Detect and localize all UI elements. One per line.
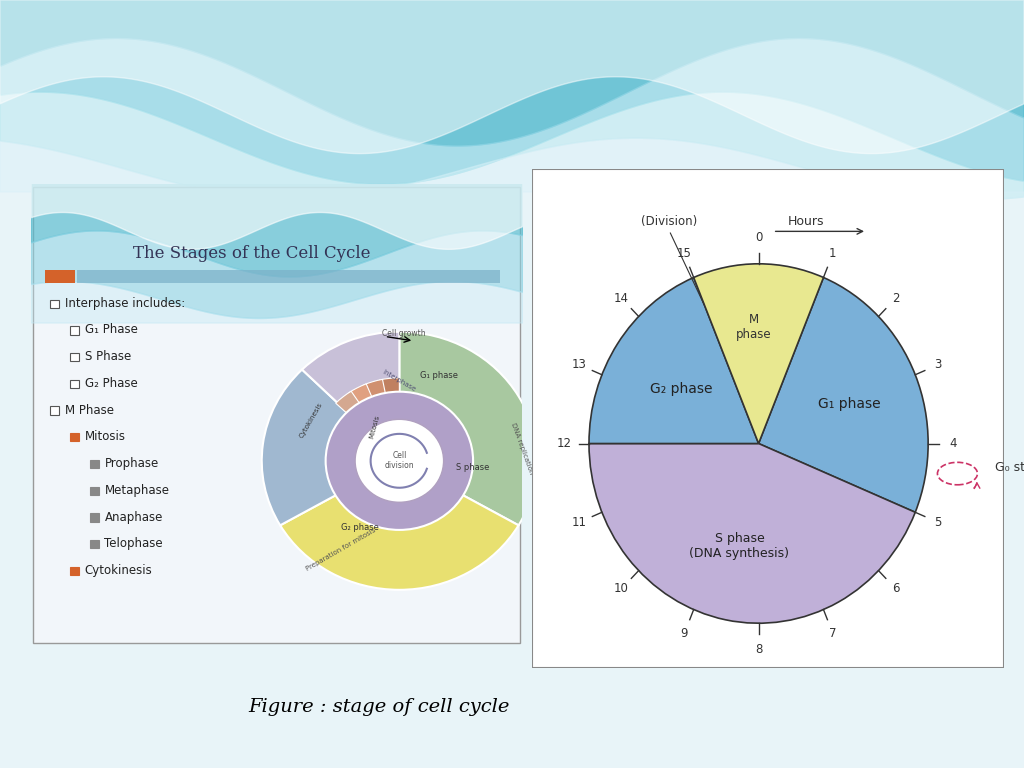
Text: 9: 9: [681, 627, 688, 640]
Text: DNA replication: DNA replication: [510, 422, 535, 475]
Text: G₁ Phase: G₁ Phase: [85, 323, 137, 336]
Text: Prophase: Prophase: [104, 457, 159, 470]
Wedge shape: [262, 369, 399, 525]
Wedge shape: [399, 332, 537, 525]
Text: G₂ phase: G₂ phase: [341, 523, 379, 532]
Wedge shape: [759, 277, 928, 512]
Wedge shape: [348, 384, 399, 461]
Text: Interphase: Interphase: [382, 369, 417, 392]
Text: 6: 6: [892, 582, 899, 595]
Text: G₁ phase: G₁ phase: [818, 396, 881, 411]
Text: 15: 15: [677, 247, 692, 260]
Wedge shape: [364, 379, 399, 461]
Bar: [50, 406, 59, 415]
Bar: [70, 567, 79, 575]
Text: (Division): (Division): [641, 215, 697, 228]
Text: The Stages of the Cell Cycle: The Stages of the Cell Cycle: [133, 245, 371, 262]
Text: Figure : stage of cell cycle: Figure : stage of cell cycle: [248, 697, 510, 716]
Circle shape: [326, 392, 473, 530]
Text: G₀ state: G₀ state: [995, 461, 1024, 474]
Wedge shape: [336, 391, 399, 461]
Wedge shape: [380, 378, 399, 461]
Text: M Phase: M Phase: [66, 404, 114, 416]
Text: Cytokinesis: Cytokinesis: [298, 401, 324, 439]
Wedge shape: [302, 332, 399, 461]
Text: 13: 13: [571, 359, 587, 371]
Text: Cell growth: Cell growth: [382, 329, 426, 339]
Text: G₁ phase: G₁ phase: [420, 371, 458, 380]
Text: 14: 14: [613, 292, 629, 305]
Text: 10: 10: [614, 582, 629, 595]
Wedge shape: [589, 277, 759, 444]
Text: 4: 4: [949, 437, 956, 450]
Text: 11: 11: [571, 516, 587, 528]
Bar: [70, 379, 79, 388]
Text: S phase: S phase: [457, 463, 489, 472]
Bar: [90, 540, 98, 548]
Bar: [90, 487, 98, 495]
Text: 1: 1: [829, 247, 837, 260]
Bar: [90, 513, 98, 521]
Text: Anaphase: Anaphase: [104, 511, 163, 524]
Text: 8: 8: [755, 643, 762, 656]
Text: 0: 0: [755, 231, 762, 244]
Text: 5: 5: [934, 516, 941, 528]
Text: G₂ phase: G₂ phase: [650, 382, 713, 396]
Text: G₂ Phase: G₂ Phase: [85, 377, 137, 390]
Text: S Phase: S Phase: [85, 350, 131, 363]
Circle shape: [355, 419, 443, 502]
Wedge shape: [589, 444, 915, 623]
Text: Cell
division: Cell division: [385, 451, 414, 471]
Text: Interphase includes:: Interphase includes:: [66, 296, 185, 310]
FancyBboxPatch shape: [33, 187, 520, 643]
Text: M
phase: M phase: [736, 313, 772, 341]
Bar: [45, 270, 75, 283]
Bar: [70, 433, 79, 442]
Text: S phase
(DNA synthesis): S phase (DNA synthesis): [689, 531, 790, 560]
Text: 7: 7: [829, 627, 837, 640]
Bar: [70, 326, 79, 335]
Bar: [50, 300, 59, 308]
Text: Mitosis: Mitosis: [369, 414, 381, 439]
Text: Hours: Hours: [787, 215, 824, 228]
Text: Cytokinesis: Cytokinesis: [85, 564, 153, 577]
Wedge shape: [693, 264, 823, 444]
Bar: [90, 460, 98, 468]
Bar: [70, 353, 79, 361]
Text: 3: 3: [934, 359, 941, 371]
Text: Preparation for mitosis: Preparation for mitosis: [304, 528, 376, 572]
Bar: [78, 270, 500, 283]
Text: 2: 2: [892, 292, 899, 305]
Text: Telophase: Telophase: [104, 538, 163, 550]
Text: Metaphase: Metaphase: [104, 484, 169, 497]
Text: 12: 12: [557, 437, 572, 450]
Text: Mitosis: Mitosis: [85, 430, 126, 443]
Wedge shape: [281, 461, 518, 590]
